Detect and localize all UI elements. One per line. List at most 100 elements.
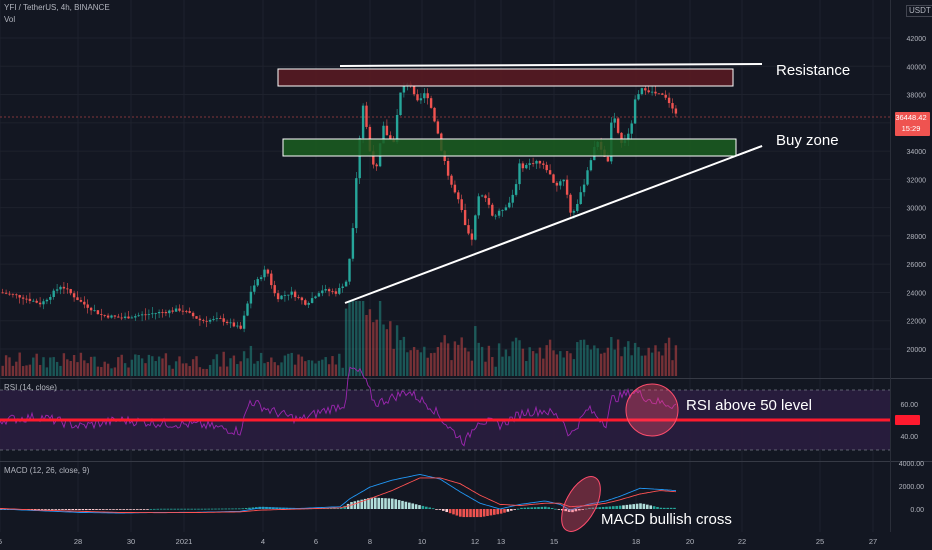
volume-bar bbox=[433, 352, 436, 376]
volume-bar bbox=[273, 362, 276, 376]
volume-bar bbox=[134, 354, 137, 376]
volume-bar bbox=[276, 365, 280, 376]
volume-bar bbox=[42, 357, 45, 376]
macd-histogram-bar bbox=[472, 509, 476, 518]
macd-axis: 0.00 2000.00 4000.00 bbox=[899, 461, 924, 514]
macd-panel[interactable] bbox=[0, 470, 677, 537]
macd-histogram-bar bbox=[595, 507, 598, 509]
resistance-zone[interactable] bbox=[277, 68, 734, 87]
macd-histogram-bar bbox=[486, 509, 489, 516]
price-panel[interactable] bbox=[0, 63, 890, 376]
candle-body bbox=[93, 310, 96, 312]
macd-histogram-bar bbox=[615, 505, 618, 509]
candle-body bbox=[59, 286, 62, 290]
volume-bar bbox=[38, 364, 42, 376]
macd-histogram-bar bbox=[591, 507, 595, 509]
macd-histogram-bar bbox=[601, 506, 605, 509]
rsi-panel[interactable] bbox=[0, 366, 890, 451]
macd-histogram-bar bbox=[622, 505, 625, 509]
macd-histogram-bar bbox=[391, 498, 394, 509]
time-tick-label: 22 bbox=[738, 537, 746, 546]
candle-body bbox=[304, 300, 307, 305]
time-axis[interactable]: 5 28 30 2021 4 6 8 10 12 13 15 18 20 22 25 27 bbox=[0, 537, 877, 546]
candle-body bbox=[654, 91, 657, 94]
volume-bar bbox=[399, 340, 402, 376]
buy-zone[interactable] bbox=[282, 138, 737, 157]
volume-bar bbox=[610, 336, 613, 376]
candle-body bbox=[28, 298, 32, 301]
candle-body bbox=[375, 164, 378, 167]
volume-bar bbox=[463, 347, 467, 376]
volume-bar bbox=[664, 343, 667, 376]
candle-body bbox=[266, 269, 270, 274]
candle-body bbox=[338, 287, 341, 294]
volume-bar bbox=[178, 356, 181, 376]
price-axis[interactable]: 20000 22000 24000 26000 28000 30000 32000 34000… bbox=[907, 36, 927, 354]
price-tick-label: 38000 bbox=[907, 93, 927, 100]
candle-body bbox=[69, 289, 72, 294]
volume-bar bbox=[528, 347, 531, 376]
macd-histogram-bar bbox=[183, 508, 187, 510]
candle-body bbox=[484, 195, 487, 199]
candle-body bbox=[542, 163, 545, 165]
macd-highlight-ellipse bbox=[561, 476, 601, 532]
volume-bar bbox=[508, 356, 511, 376]
macd-histogram-bar bbox=[98, 509, 102, 510]
volume-bar bbox=[480, 346, 484, 376]
macd-annotation: MACD bullish cross bbox=[601, 511, 732, 528]
rsi-label[interactable]: RSI (14, close) bbox=[4, 383, 57, 392]
macd-histogram-bar bbox=[193, 508, 197, 510]
candle-body bbox=[562, 179, 565, 182]
macd-histogram-bar bbox=[370, 497, 374, 509]
macd-histogram-bar bbox=[394, 499, 397, 509]
macd-histogram-bar bbox=[95, 509, 98, 510]
candle-body bbox=[572, 210, 576, 213]
volume-bar bbox=[667, 337, 671, 376]
candle-body bbox=[259, 277, 263, 280]
macd-histogram-bar bbox=[241, 508, 244, 510]
candle-body bbox=[290, 291, 293, 295]
macd-histogram-bar bbox=[452, 509, 455, 515]
time-tick-label: 28 bbox=[74, 537, 82, 546]
symbol-title[interactable]: YFI / TetherUS, 4h, BINANCE bbox=[4, 3, 110, 12]
resistance-trendline[interactable] bbox=[339, 63, 763, 67]
candle-body bbox=[419, 98, 423, 101]
volume-bar bbox=[185, 363, 188, 376]
volume-bar bbox=[589, 349, 593, 376]
candle-body bbox=[480, 195, 484, 197]
candle-body bbox=[157, 312, 161, 314]
currency-badge[interactable]: USDT bbox=[906, 5, 932, 17]
macd-histogram-bar bbox=[574, 509, 578, 512]
volume-bar bbox=[229, 358, 232, 376]
macd-label[interactable]: MACD (12, 26, close, 9) bbox=[4, 466, 90, 475]
candle-body bbox=[616, 118, 620, 133]
volume-bar bbox=[538, 347, 542, 376]
volume-bar bbox=[593, 345, 596, 376]
macd-histogram-bar bbox=[629, 504, 632, 509]
volume-bar bbox=[239, 361, 242, 376]
macd-histogram-bar bbox=[346, 503, 350, 509]
macd-histogram-bar bbox=[639, 503, 642, 509]
macd-histogram-bar bbox=[499, 509, 503, 514]
candle-body bbox=[667, 97, 671, 104]
volume-bar bbox=[565, 350, 569, 376]
candle-body bbox=[674, 108, 678, 114]
macd-histogram-bar bbox=[207, 508, 210, 510]
macd-histogram-bar bbox=[64, 509, 68, 510]
macd-histogram-bar bbox=[618, 505, 622, 509]
price-tick-label: 22000 bbox=[907, 319, 927, 326]
candle-body bbox=[416, 94, 419, 101]
macd-histogram-bar bbox=[78, 509, 81, 511]
candle-body bbox=[463, 210, 467, 226]
volume-bar bbox=[123, 363, 127, 376]
ascending-trendline[interactable] bbox=[344, 145, 763, 304]
candle-body bbox=[657, 93, 661, 95]
volume-bar bbox=[32, 357, 35, 376]
volume-bar bbox=[555, 354, 559, 376]
volume-bar bbox=[603, 352, 606, 376]
macd-histogram-bar bbox=[482, 509, 486, 517]
macd-histogram-bar bbox=[231, 508, 234, 510]
candle-body bbox=[86, 304, 89, 308]
last-price-tag-bg bbox=[895, 112, 930, 136]
